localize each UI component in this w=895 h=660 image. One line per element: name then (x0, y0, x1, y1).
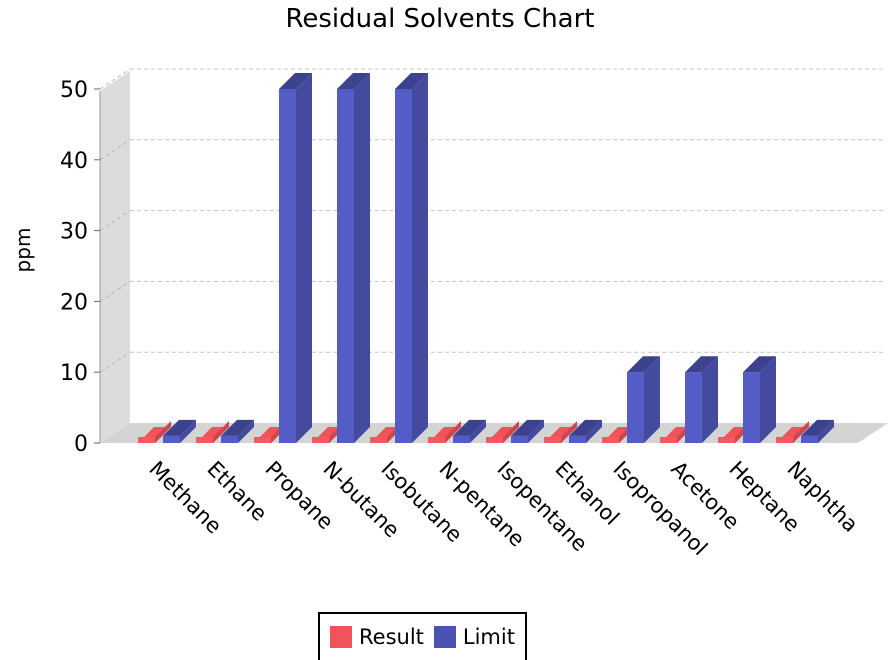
bar-side (760, 356, 776, 443)
legend-item-limit: Limit (433, 625, 515, 649)
y-axis-label: ppm (11, 228, 35, 273)
y-tick-label-1: 10 (60, 361, 88, 386)
grid-line-diag-5 (99, 68, 131, 90)
bar-result-methane (138, 421, 171, 443)
bar-side (702, 356, 718, 443)
bar-side (180, 419, 196, 443)
bar-limit-n-pentane (453, 419, 486, 443)
bar-result-naphtha (776, 421, 809, 443)
bar-front (138, 437, 155, 443)
bar-side (644, 356, 660, 443)
bar-result-isopentane (486, 421, 519, 443)
bar-side (213, 421, 229, 443)
bar-front (776, 437, 793, 443)
bar-front (743, 372, 760, 443)
bar-top (511, 419, 544, 436)
bar-top (163, 419, 196, 436)
bar-front (486, 437, 503, 443)
x-axis: MethaneEthanePropaneN-butaneIsobutaneN-p… (144, 457, 862, 561)
bar-side (793, 421, 809, 443)
bar-front (801, 435, 818, 443)
y-tick-label-4: 40 (60, 149, 88, 174)
bar-front (511, 435, 528, 443)
bar-side (354, 73, 370, 443)
bar-limit-isopropanol (627, 356, 660, 443)
bar-front (163, 435, 180, 443)
bar-side (412, 73, 428, 443)
legend: Result Limit (318, 612, 527, 660)
bar-front (569, 435, 586, 443)
bar-front (428, 437, 445, 443)
y-tick-label-5: 50 (60, 78, 88, 103)
bar-result-n-pentane (428, 421, 461, 443)
bar-limit-acetone (685, 356, 718, 443)
bar-front (453, 435, 470, 443)
bar-top (453, 419, 486, 436)
bar-side (296, 73, 312, 443)
bar-limit-isopentane (511, 419, 544, 443)
bar-front (602, 437, 619, 443)
bar-limit-heptane (743, 356, 776, 443)
bar-front (544, 437, 561, 443)
bar-side (238, 419, 254, 443)
bar-front (660, 437, 677, 443)
bar-side (503, 421, 519, 443)
bar-side (155, 421, 171, 443)
bar-top (337, 73, 370, 89)
grid-line-diag-1 (99, 351, 131, 373)
bar-front (312, 437, 329, 443)
bar-top (221, 419, 254, 436)
chart-plot: 0 10 20 30 40 50 MethaneEthanePropaneN-butane… (11, 68, 888, 561)
bar-front (196, 437, 213, 443)
bar-front (370, 437, 387, 443)
bar-side (445, 421, 461, 443)
bar-front (221, 435, 238, 443)
grid-line-diag-2 (99, 280, 131, 302)
bar-front (279, 89, 296, 443)
bar-front (685, 372, 702, 443)
bar-top (743, 356, 776, 373)
bar-side (818, 419, 834, 443)
bar-limit-ethane (221, 419, 254, 443)
left-wall (100, 70, 130, 443)
bar-front (627, 372, 644, 443)
grid-lines (99, 68, 885, 373)
bar-limit-propane (279, 73, 312, 443)
legend-swatch-result (330, 626, 352, 648)
bar-front (395, 89, 412, 443)
y-tick-label-3: 30 (60, 220, 88, 245)
legend-label-result: Result (359, 625, 424, 649)
bar-result-ethane (196, 421, 229, 443)
y-axis: 0 10 20 30 40 50 (60, 78, 101, 457)
grid-line-diag-4 (99, 139, 131, 161)
bar-top (395, 73, 428, 89)
legend-swatch-limit (433, 626, 456, 648)
bar-side (586, 419, 602, 443)
bar-series (138, 73, 834, 443)
bar-top (801, 419, 834, 436)
chart-title: Residual Solvents Chart (285, 4, 595, 34)
bar-top (685, 356, 718, 373)
bar-limit-isobutane (395, 73, 428, 443)
bar-side (528, 419, 544, 443)
bar-front (337, 89, 354, 443)
bar-result-ethanol (544, 421, 577, 443)
y-tick-label-2: 20 (60, 290, 88, 315)
bar-top (569, 419, 602, 436)
bar-limit-naphtha (801, 419, 834, 443)
bar-limit-methane (163, 419, 196, 443)
legend-item-result: Result (330, 625, 424, 649)
bar-top (627, 356, 660, 373)
bar-top (279, 73, 312, 89)
grid-line-diag-3 (99, 210, 131, 232)
legend-label-limit: Limit (462, 625, 515, 649)
bar-front (254, 437, 271, 443)
y-tick-label-0: 0 (74, 432, 88, 457)
bar-limit-ethanol (569, 419, 602, 443)
bar-front (718, 437, 735, 443)
bar-side (470, 419, 486, 443)
bar-side (561, 421, 577, 443)
bar-limit-n-butane (337, 73, 370, 443)
